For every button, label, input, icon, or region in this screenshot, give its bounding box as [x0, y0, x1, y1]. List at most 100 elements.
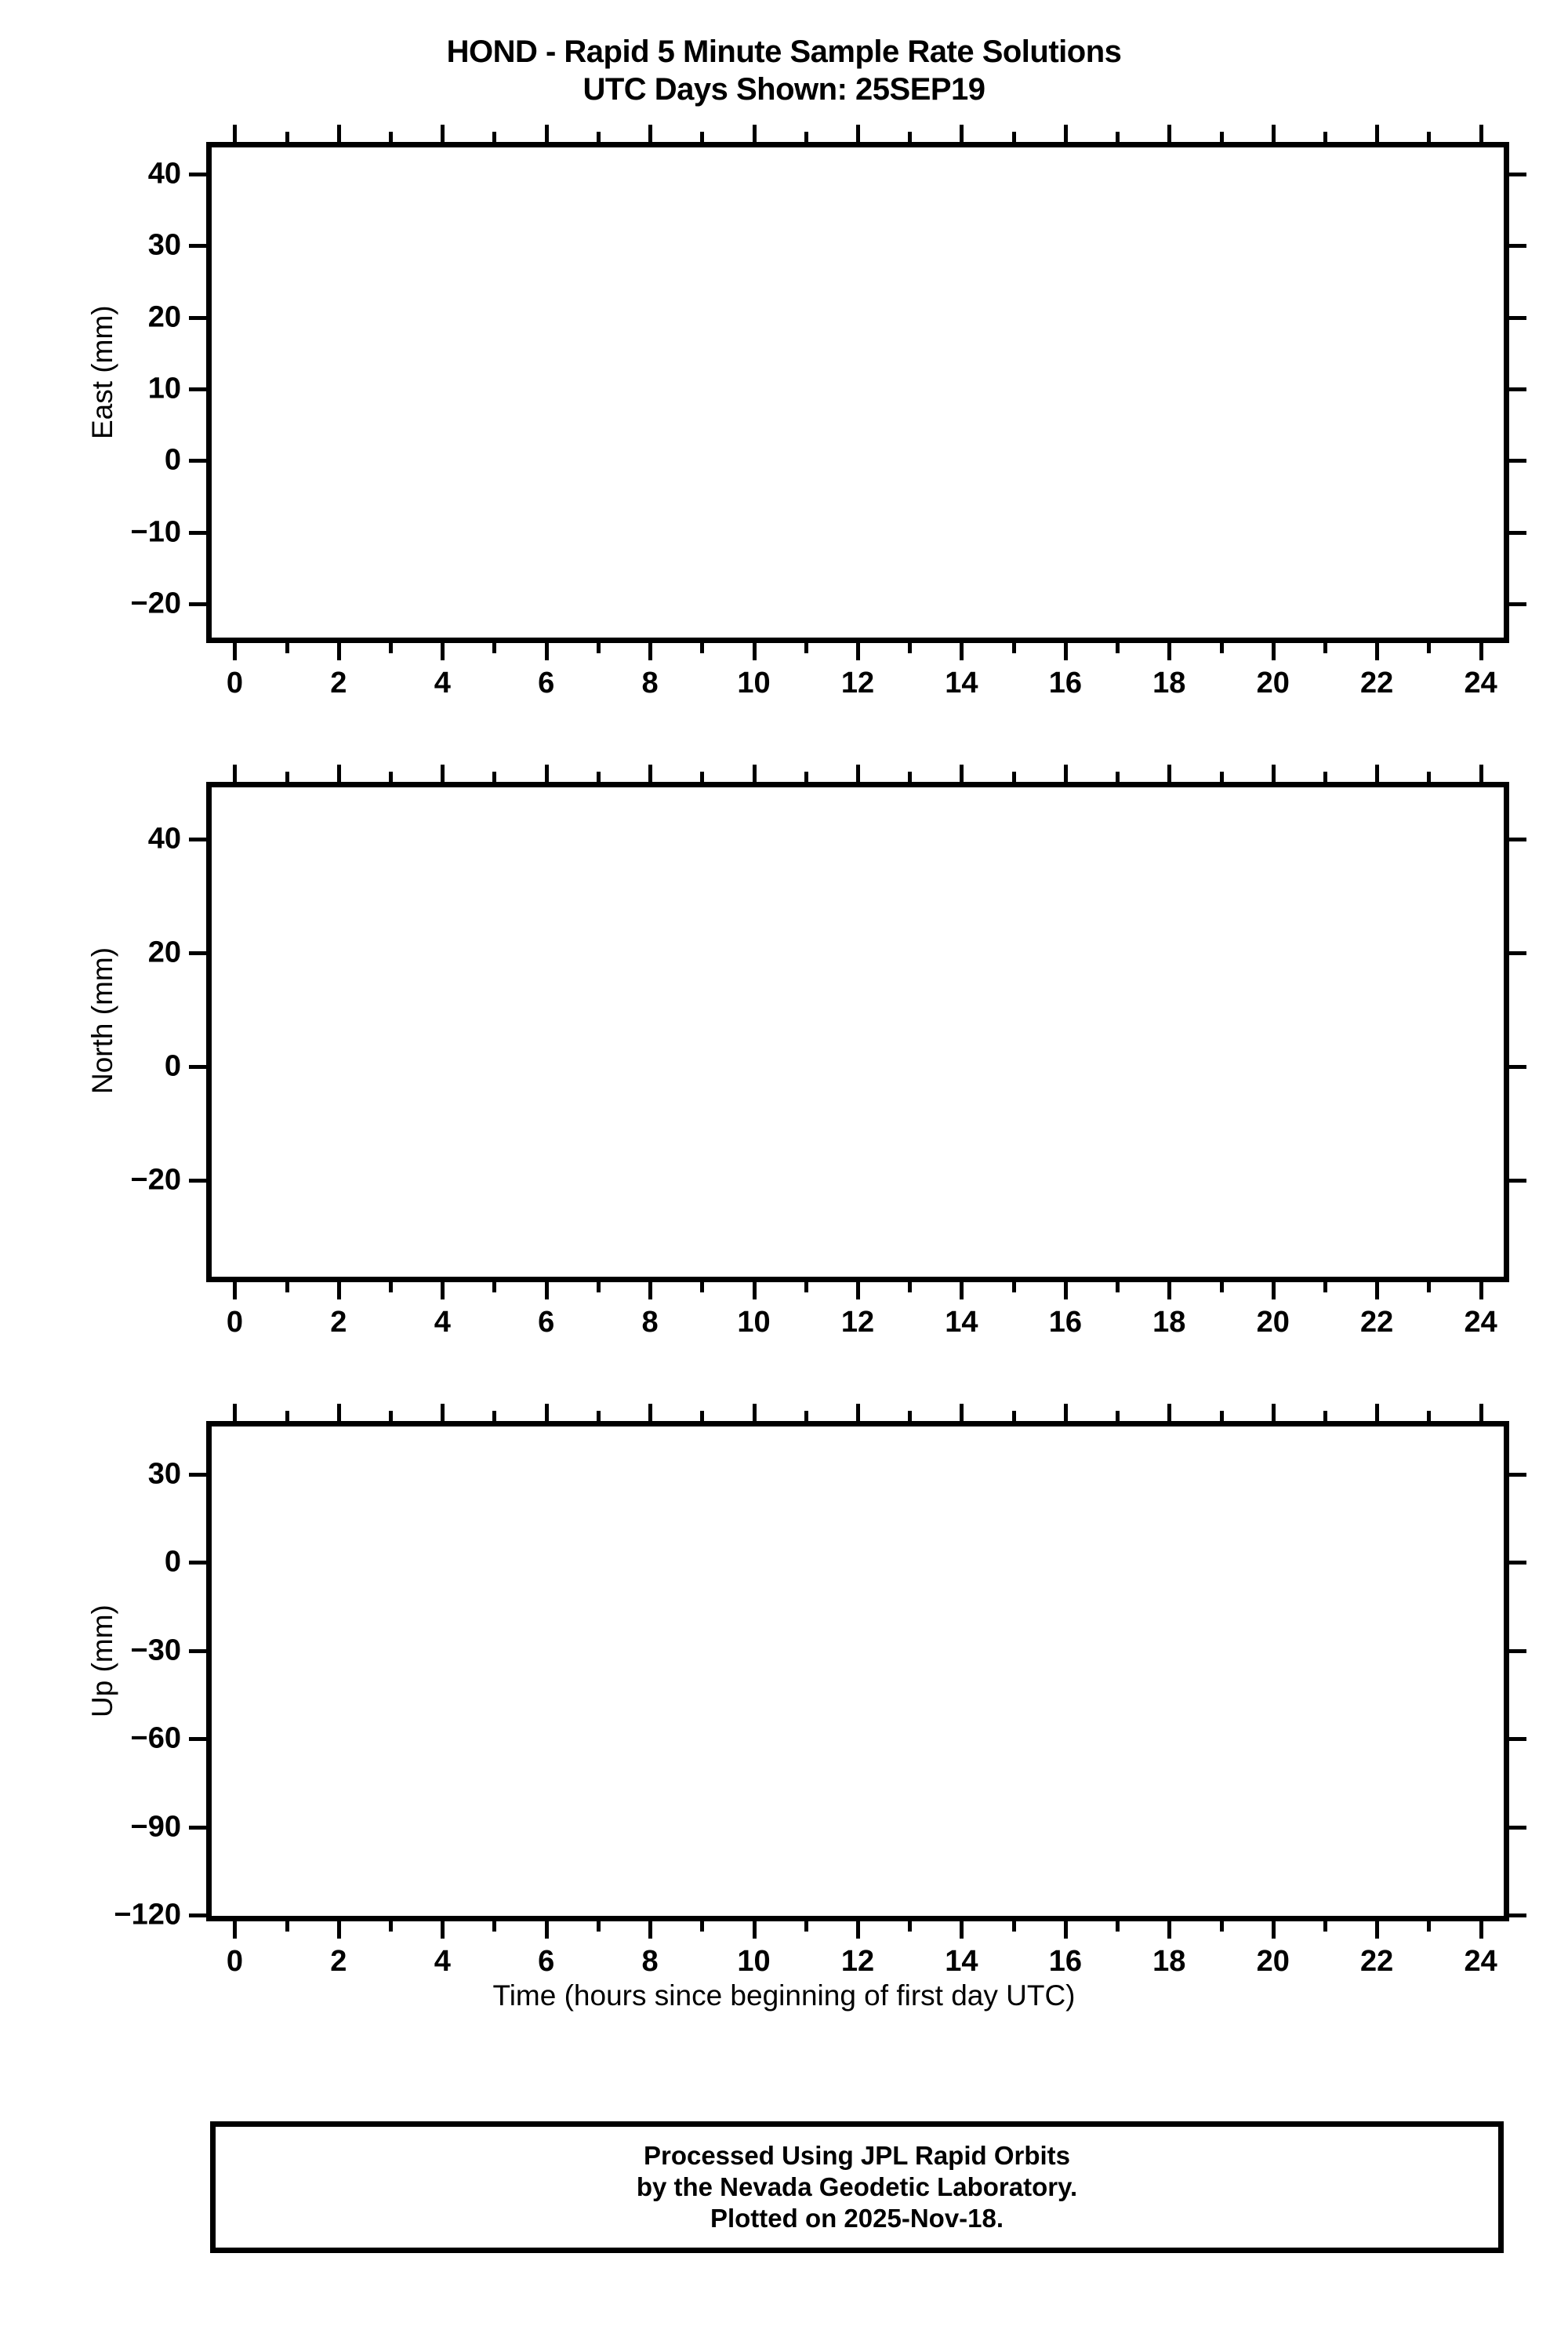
up-x-minor-tick	[1219, 1921, 1224, 1932]
east-x-minor-tick	[389, 643, 394, 653]
north-y-tick	[189, 950, 206, 955]
east-x-minor-tick	[804, 132, 808, 142]
up-x-minor-tick	[700, 1921, 705, 1932]
east-y-tick-right	[1509, 459, 1526, 463]
north-x-tick-top	[1063, 765, 1068, 782]
east-x-minor-tick	[1427, 132, 1432, 142]
north-x-tick-label: 2	[330, 1306, 347, 1339]
up-x-tick	[752, 1921, 757, 1939]
east-y-tick-right	[1509, 387, 1526, 391]
north-y-tick-label: 20	[147, 936, 181, 969]
east-x-minor-tick	[908, 132, 913, 142]
up-y-tick-label: 30	[147, 1457, 181, 1491]
east-x-tick-top	[336, 125, 341, 142]
north-x-tick-top	[856, 765, 860, 782]
up-x-tick-label: 22	[1360, 1945, 1394, 1978]
east-plot-frame	[206, 142, 1509, 643]
east-x-minor-tick	[804, 643, 808, 653]
east-x-tick-top	[233, 125, 238, 142]
east-x-tick-label: 6	[538, 667, 555, 700]
up-x-tick-label: 2	[330, 1945, 347, 1978]
east-x-tick	[856, 643, 860, 660]
up-x-minor-tick	[596, 1411, 601, 1421]
up-y-tick-label: −60	[130, 1721, 181, 1755]
up-x-minor-tick	[389, 1411, 394, 1421]
up-x-tick-label: 18	[1152, 1945, 1186, 1978]
north-x-minor-tick	[1116, 772, 1120, 782]
east-y-tick-right	[1509, 315, 1526, 320]
north-x-tick	[233, 1282, 238, 1299]
east-x-tick-label: 16	[1048, 667, 1082, 700]
up-x-minor-tick	[1116, 1411, 1120, 1421]
north-x-tick-top	[960, 765, 964, 782]
north-x-minor-tick	[285, 1282, 289, 1292]
east-x-tick-label: 20	[1256, 667, 1290, 700]
east-x-tick-label: 10	[737, 667, 771, 700]
up-x-minor-tick	[1116, 1921, 1120, 1932]
north-x-tick	[856, 1282, 860, 1299]
east-x-minor-tick	[1116, 643, 1120, 653]
up-x-minor-tick	[1011, 1921, 1016, 1932]
up-x-tick	[1063, 1921, 1068, 1939]
east-y-tick	[189, 387, 206, 391]
north-x-tick-top	[544, 765, 549, 782]
up-y-tick-label: −90	[130, 1810, 181, 1844]
up-y-tick	[189, 1561, 206, 1565]
north-x-minor-tick	[285, 772, 289, 782]
east-y-tick-label: 40	[147, 157, 181, 191]
east-x-tick	[1167, 643, 1172, 660]
up-x-minor-tick	[1219, 1411, 1224, 1421]
figure-title: HOND - Rapid 5 Minute Sample Rate Soluti…	[0, 33, 1568, 108]
up-x-minor-tick	[804, 1921, 808, 1932]
east-y-tick	[189, 459, 206, 463]
up-y-tick	[189, 1825, 206, 1830]
up-x-tick	[1375, 1921, 1380, 1939]
north-y-tick	[189, 1064, 206, 1069]
north-x-minor-tick	[492, 772, 497, 782]
north-x-minor-tick	[804, 772, 808, 782]
up-x-tick-label: 24	[1464, 1945, 1497, 1978]
north-y-tick	[189, 837, 206, 841]
north-y-tick-right	[1509, 1178, 1526, 1183]
up-y-tick-right	[1509, 1648, 1526, 1653]
north-x-tick	[441, 1282, 445, 1299]
east-x-tick-top	[1271, 125, 1276, 142]
north-x-minor-tick	[596, 1282, 601, 1292]
north-x-minor-tick	[908, 772, 913, 782]
north-y-tick-right	[1509, 837, 1526, 841]
north-x-tick-top	[233, 765, 238, 782]
north-x-tick	[1167, 1282, 1172, 1299]
north-x-tick-label: 6	[538, 1306, 555, 1339]
east-x-minor-tick	[596, 132, 601, 142]
east-x-minor-tick	[1427, 643, 1432, 653]
north-y-tick-label: 0	[164, 1049, 181, 1082]
north-panel	[206, 782, 1509, 1282]
east-y-tick-label: 10	[147, 372, 181, 405]
up-y-tick	[189, 1737, 206, 1742]
up-x-tick-label: 14	[945, 1945, 978, 1978]
up-y-tick-right	[1509, 1472, 1526, 1477]
north-x-tick-top	[752, 765, 757, 782]
east-y-tick	[189, 315, 206, 320]
east-x-tick-top	[1375, 125, 1380, 142]
north-y-tick-right	[1509, 1064, 1526, 1069]
east-x-minor-tick	[285, 643, 289, 653]
east-y-tick	[189, 530, 206, 535]
up-x-minor-tick	[596, 1921, 601, 1932]
up-x-tick	[336, 1921, 341, 1939]
north-y-tick-right	[1509, 950, 1526, 955]
east-x-minor-tick	[1219, 132, 1224, 142]
east-x-tick-top	[1479, 125, 1483, 142]
north-x-tick-label: 18	[1152, 1306, 1186, 1339]
up-x-minor-tick	[389, 1921, 394, 1932]
footer-line-3: Plotted on 2025-Nov-18.	[710, 2204, 1004, 2233]
up-y-tick	[189, 1913, 206, 1918]
north-y-tick	[189, 1178, 206, 1183]
east-x-tick	[752, 643, 757, 660]
north-x-minor-tick	[389, 1282, 394, 1292]
east-x-tick	[1063, 643, 1068, 660]
north-x-tick	[752, 1282, 757, 1299]
north-x-minor-tick	[1427, 1282, 1432, 1292]
up-x-minor-tick	[1427, 1921, 1432, 1932]
north-x-tick-top	[648, 765, 653, 782]
